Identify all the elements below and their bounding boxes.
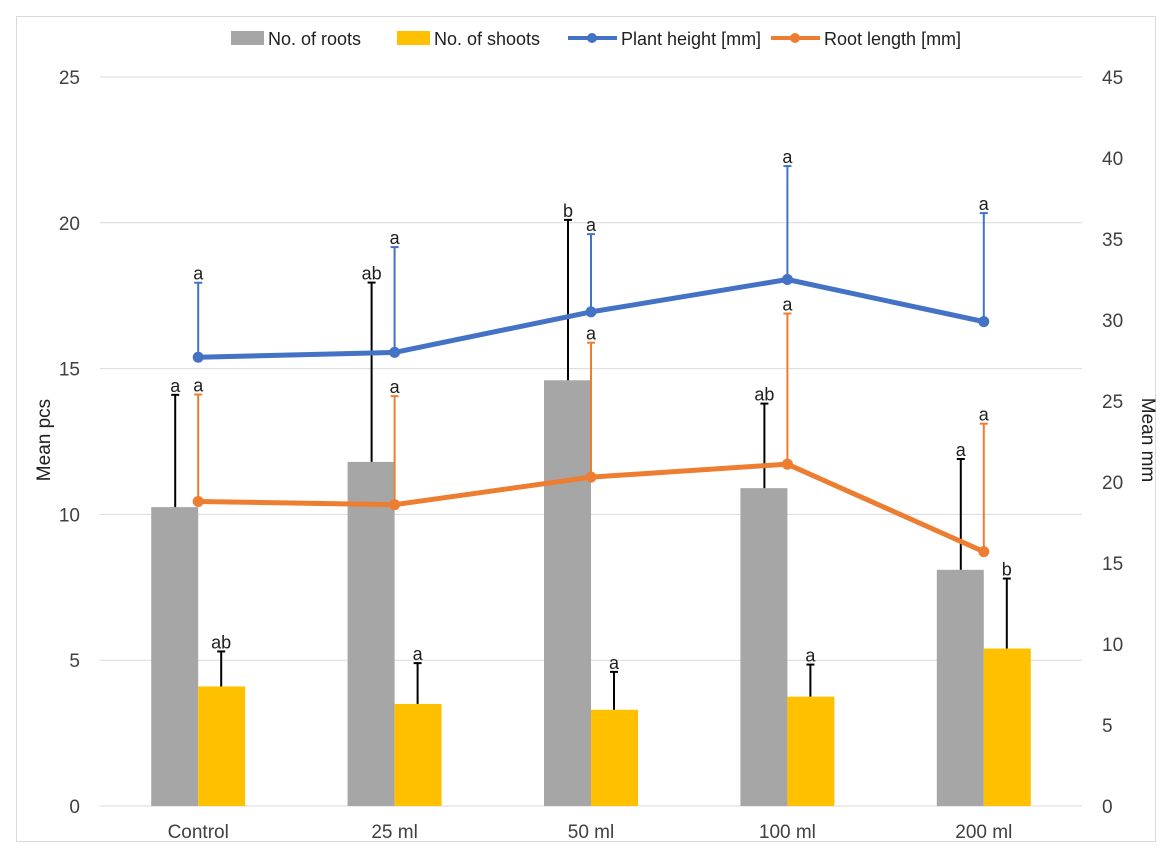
category-label: 200 ml xyxy=(955,822,1012,843)
legend-swatch xyxy=(231,31,264,45)
right-axis-ticks: 0 5 10 15 20 25 30 35 40 45 xyxy=(1102,68,1123,818)
right-tick-label: 5 xyxy=(1102,716,1113,737)
significance-letter: a xyxy=(609,653,620,673)
lines xyxy=(192,165,990,558)
significance-letter: b xyxy=(1002,560,1012,580)
bar xyxy=(394,703,442,806)
bar xyxy=(591,709,638,806)
line-marker xyxy=(389,499,401,511)
right-tick-label: 0 xyxy=(1102,797,1113,818)
significance-letter: a xyxy=(979,405,990,425)
significance-letter: a xyxy=(193,376,204,396)
bar xyxy=(544,380,591,806)
significance-letter: ab xyxy=(211,632,231,652)
gridlines xyxy=(100,76,1082,807)
right-tick-label: 25 xyxy=(1102,392,1123,413)
bar xyxy=(347,461,395,806)
significance-letter: a xyxy=(193,264,204,284)
left-tick-label: 10 xyxy=(59,505,80,526)
significance-letter: a xyxy=(390,228,401,248)
legend: No. of roots No. of shoots Plant height [m… xyxy=(231,29,961,49)
significance-letter: a xyxy=(979,194,990,214)
legend-marker xyxy=(587,33,597,43)
right-tick-label: 30 xyxy=(1102,311,1123,332)
significance-letter: a xyxy=(170,376,181,396)
right-tick-label: 10 xyxy=(1102,635,1123,656)
legend-label: Plant height [mm] xyxy=(621,29,761,49)
significance-letter: ab xyxy=(754,385,774,405)
right-tick-label: 35 xyxy=(1102,230,1123,251)
category-label: 25 ml xyxy=(371,822,417,843)
line-marker xyxy=(781,458,793,470)
bar xyxy=(787,696,835,806)
legend-label: Root length [mm] xyxy=(824,29,961,49)
category-axis-ticks: Control 25 ml 50 ml 100 ml 200 ml xyxy=(168,822,1013,843)
category-label: 100 ml xyxy=(759,822,816,843)
significance-letter: a xyxy=(586,324,597,344)
significance-letter: a xyxy=(805,646,816,666)
significance-letter: ab xyxy=(362,264,382,284)
category-label: Control xyxy=(168,822,229,843)
bar xyxy=(983,648,1031,806)
y-axis-right-title: Mean mm xyxy=(1137,398,1158,482)
line-marker xyxy=(978,316,990,328)
legend-label: No. of shoots xyxy=(434,29,540,49)
significance-letter: a xyxy=(956,440,967,460)
left-tick-label: 0 xyxy=(69,797,80,818)
left-tick-label: 20 xyxy=(59,214,80,235)
right-tick-label: 15 xyxy=(1102,554,1123,575)
legend-swatch xyxy=(397,31,430,45)
legend-marker xyxy=(790,33,800,43)
line-marker xyxy=(389,346,401,358)
y-axis-left-title: Mean pcs xyxy=(34,399,55,481)
significance-letter: b xyxy=(563,201,573,221)
left-tick-label: 5 xyxy=(69,651,80,672)
bar xyxy=(740,488,788,806)
line-marker xyxy=(978,546,990,558)
category-label: 50 ml xyxy=(568,822,614,843)
right-tick-label: 40 xyxy=(1102,149,1123,170)
left-axis-ticks: 0 5 10 15 20 25 xyxy=(59,68,80,818)
bar xyxy=(936,569,984,806)
bar xyxy=(198,686,246,806)
line-marker xyxy=(585,471,597,483)
left-tick-label: 25 xyxy=(59,68,80,89)
bar xyxy=(151,507,199,806)
right-tick-label: 20 xyxy=(1102,473,1123,494)
bars xyxy=(151,218,1031,806)
chart-frame xyxy=(16,16,1156,842)
significance-letter: a xyxy=(782,295,793,315)
right-tick-label: 45 xyxy=(1102,68,1123,89)
line-marker xyxy=(585,306,597,318)
line-marker xyxy=(192,495,204,507)
legend-label: No. of roots xyxy=(268,29,361,49)
significance-letter: a xyxy=(413,644,424,664)
line-marker xyxy=(192,351,204,363)
left-tick-label: 15 xyxy=(59,360,80,381)
line-marker xyxy=(781,274,793,285)
significance-letter: a xyxy=(782,147,793,167)
significance-letter: a xyxy=(390,377,401,397)
significance-letter: a xyxy=(586,215,597,235)
